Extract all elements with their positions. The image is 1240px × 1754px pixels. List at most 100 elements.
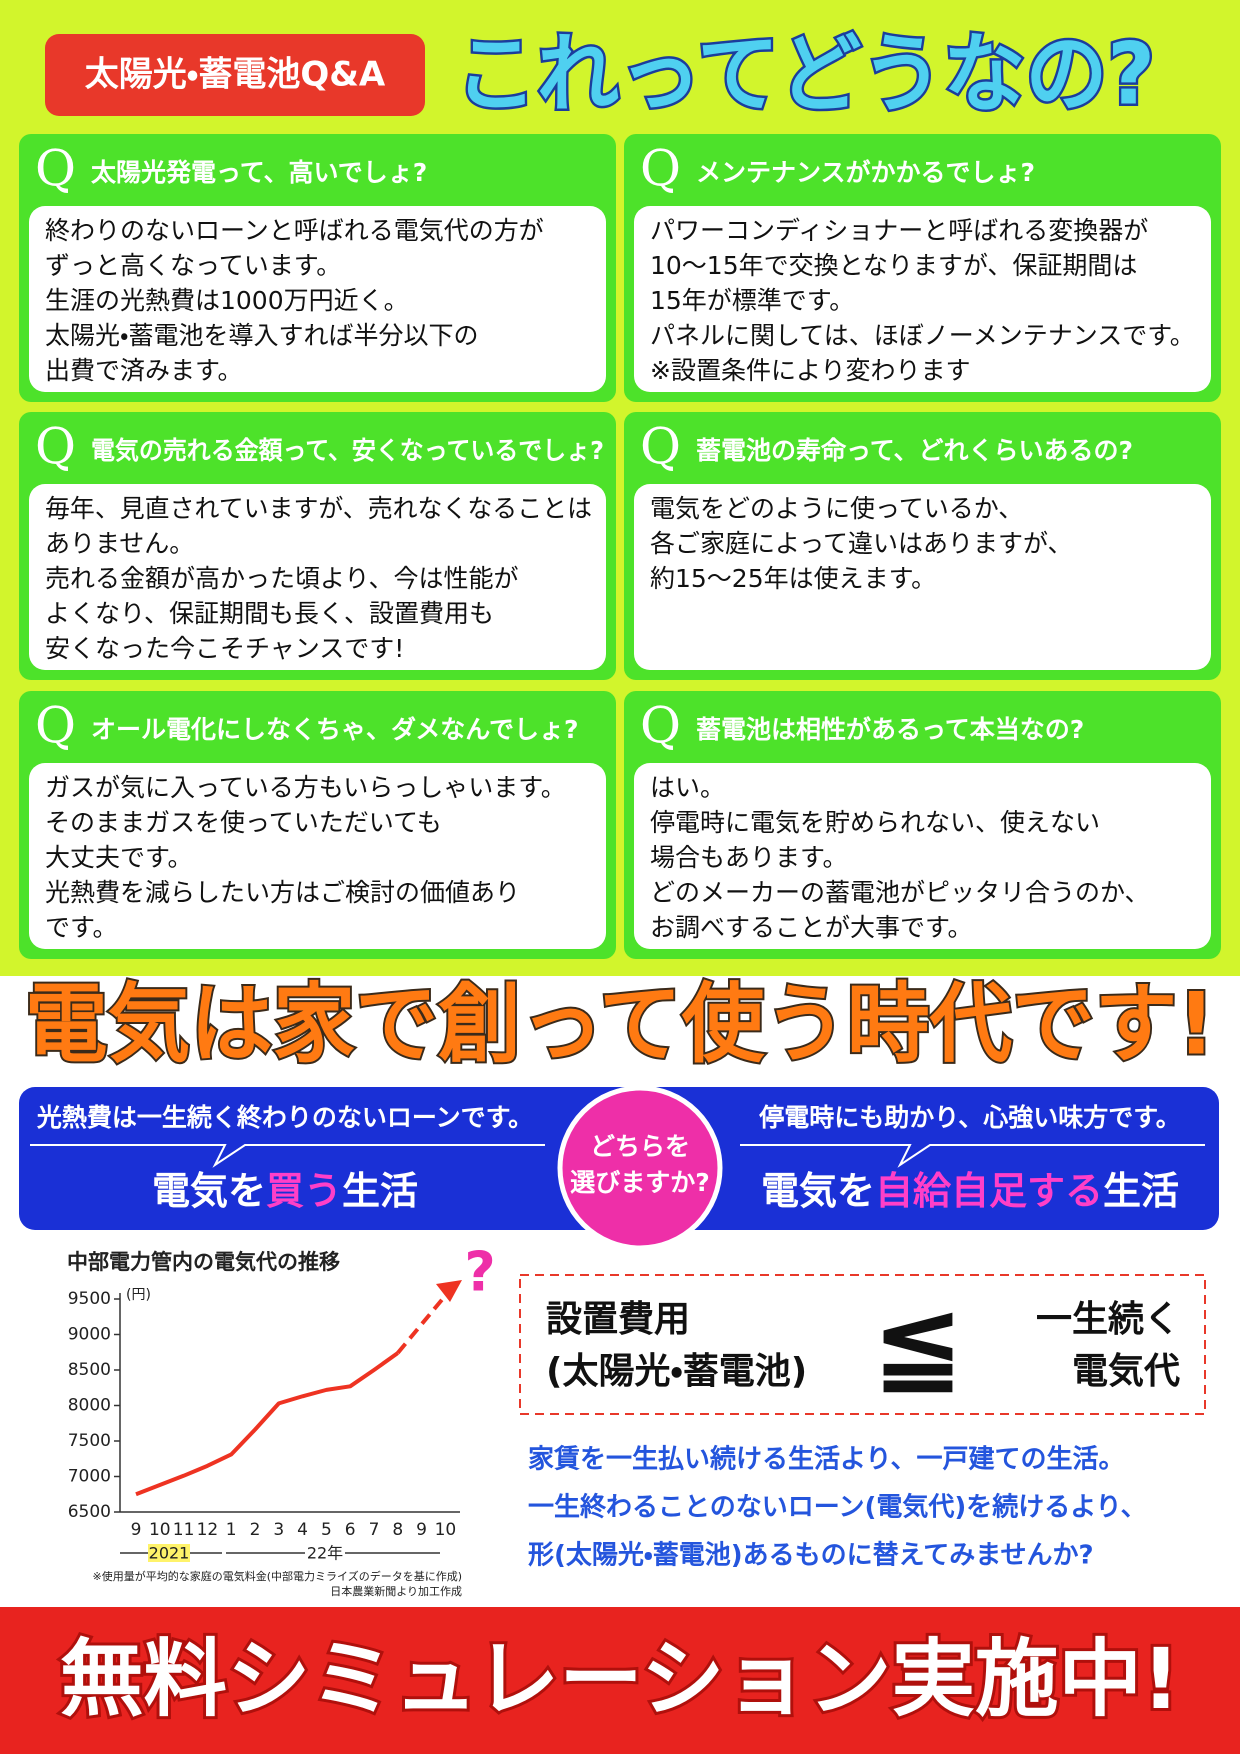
answer-line: ※設置条件により変わります [650, 356, 970, 385]
x-tick-label: 9 [416, 1520, 427, 1540]
chart-title: 中部電力管内の電気代の推移 [67, 1250, 340, 1274]
answer-line: 出費で済みます。 [45, 356, 243, 385]
q-mark: Q [35, 696, 76, 754]
life-text: 電気を自給自足する生活 [761, 1169, 1179, 1213]
answer-line: 大丈夫です。 [45, 843, 193, 872]
x-tick-label: 4 [297, 1520, 308, 1540]
question: オール電化にしなくちゃ、ダメなんでしょ? [91, 715, 579, 744]
main-title: これってどうなの? [455, 24, 1155, 124]
answer-line: 電気をどのように使っているか、 [650, 494, 1023, 523]
year-highlight [148, 1544, 190, 1562]
y-tick-label: 7000 [68, 1467, 111, 1487]
qa-box: Q メンテナンスがかかるでしょ? パワーコンディショナーと呼ばれる変換器が 10〜15… [624, 134, 1221, 402]
footer-text: 無料シミュレーション実施中! [60, 1630, 1180, 1728]
message-line: 家賃を一生払い続ける生活より、一戸建ての生活。 [528, 1444, 1124, 1475]
qa-box: Q 電気の売れる金額って、安くなっているでしょ? 毎年、見直されていますが、売れなく… [19, 412, 616, 680]
y-tick-label: 6500 [68, 1502, 111, 1522]
x-tick-label: 9 [131, 1520, 142, 1540]
question: メンテナンスがかかるでしょ? [696, 158, 1035, 187]
answer-line: よくなり、保証期間も長く、設置費用も [45, 599, 494, 628]
footer-band [0, 1607, 1240, 1754]
question: 蓄電池は相性があるって本当なの? [696, 715, 1084, 744]
y-unit: (円) [126, 1287, 151, 1303]
life-part: 電気を [152, 1169, 266, 1213]
year-label: 22年 [307, 1544, 343, 1563]
title-badge [45, 34, 425, 116]
answer-line: 場合もあります。 [650, 843, 848, 872]
x-tick-label: 3 [273, 1520, 284, 1540]
message-line: 一生終わることのないローン(電気代)を続けるより、 [528, 1492, 1147, 1523]
answer-panel [29, 763, 606, 949]
answer-line: そのままガスを使っていただいても [45, 808, 442, 837]
answer-panel [29, 206, 606, 392]
x-tick-label: 12 [197, 1520, 219, 1540]
answer-panel [29, 484, 606, 670]
x-tick-label: 2 [250, 1520, 261, 1540]
life-part: 自給自足する [875, 1169, 1103, 1213]
x-tick-label: 10 [149, 1520, 171, 1540]
answer-line: です。 [45, 913, 118, 942]
answer-line: 終わりのないローンと呼ばれる電気代の方が [45, 216, 544, 245]
y-tick-label: 8000 [68, 1396, 111, 1416]
formula-right: 電気代 [1072, 1351, 1180, 1392]
caption-rule [30, 1144, 545, 1168]
choice-text: どちらを [590, 1132, 690, 1161]
q-mark: Q [35, 417, 76, 475]
formula-left: 設置費用 [546, 1299, 690, 1340]
answer-line: パネルに関しては、ほぼノーメンテナンスです。 [650, 321, 1195, 350]
q-mark: Q [640, 696, 681, 754]
life-part: 電気を [761, 1169, 875, 1213]
question: 電気の売れる金額って、安くなっているでしょ? [91, 436, 604, 465]
answer-line: 各ご家庭によって違いはありますが、 [650, 529, 1073, 558]
badge-text: 太陽光・蓄電池Q&A [85, 55, 386, 95]
question: 蓄電池の寿命って、どれくらいあるの? [696, 436, 1133, 465]
formula-symbol: ≦ [872, 1278, 964, 1406]
year-label: 2021 [149, 1544, 190, 1563]
qa-box: Q 蓄電池の寿命って、どれくらいあるの? 電気をどのように使っているか、各ご家庭によ… [624, 412, 1221, 680]
answer-line: 10〜15年で交換となりますが、保証期間は [650, 251, 1137, 280]
qa-box: Q 太陽光発電って、高いでしょ? 終わりのないローンと呼ばれる電気代の方がずっと高く… [19, 134, 616, 402]
formula-right: 一生続く [1036, 1299, 1180, 1340]
answer-line: 停電時に電気を貯められない、使えない [650, 808, 1100, 837]
answer-line: 太陽光・蓄電池を導入すれば半分以下の [45, 321, 479, 350]
formula-left: (太陽光・蓄電池) [546, 1351, 807, 1392]
answer-line: パワーコンディショナーと呼ばれる変換器が [650, 216, 1148, 245]
answer-line: 安くなった今こそチャンスです! [45, 634, 404, 663]
answer-panel [634, 206, 1211, 392]
answer-panel [634, 763, 1211, 949]
chart-note: 日本農業新聞より加工作成 [330, 1584, 462, 1598]
compare-caption: 停電時にも助かり、心強い味方です。 [758, 1103, 1181, 1132]
trend-arrowhead [436, 1280, 462, 1302]
answer-line: ありません。 [45, 529, 194, 558]
answer-line: 売れる金額が高かった頃より、今は性能が [45, 564, 519, 593]
q-mark: Q [640, 417, 681, 475]
answer-line: はい。 [650, 773, 725, 802]
chart-annotation: ? [464, 1241, 495, 1304]
life-text: 電気を買う生活 [152, 1169, 418, 1213]
life-part: 買う [266, 1169, 342, 1213]
choice-circle [557, 1085, 723, 1251]
y-tick-label: 9000 [68, 1325, 111, 1345]
q-mark: Q [35, 139, 76, 197]
trend-dash [396, 1288, 452, 1355]
answer-line: お調べすることが大事です。 [650, 913, 973, 942]
x-tick-label: 10 [435, 1520, 457, 1540]
middle-background [0, 976, 1240, 1607]
compare-caption: 光熱費は一生続く終わりのないローンです。 [36, 1103, 533, 1132]
life-part: 生活 [342, 1169, 418, 1213]
q-mark: Q [640, 139, 681, 197]
y-tick-label: 9500 [68, 1289, 111, 1309]
caption-rule [740, 1144, 1205, 1168]
answer-line: ガスが気に入っている方もいらっしゃいます。 [45, 773, 566, 802]
x-tick-label: 5 [321, 1520, 332, 1540]
answer-panel [634, 484, 1211, 670]
x-tick-label: 7 [369, 1520, 380, 1540]
x-tick-label: 1 [226, 1520, 237, 1540]
y-tick-label: 8500 [68, 1360, 111, 1380]
x-tick-label: 6 [345, 1520, 356, 1540]
answer-line: どのメーカーの蓄電池がピッタリ合うのか、 [650, 878, 1150, 907]
choice-text: 選びますか? [570, 1168, 710, 1197]
formula-frame [519, 1274, 1206, 1415]
